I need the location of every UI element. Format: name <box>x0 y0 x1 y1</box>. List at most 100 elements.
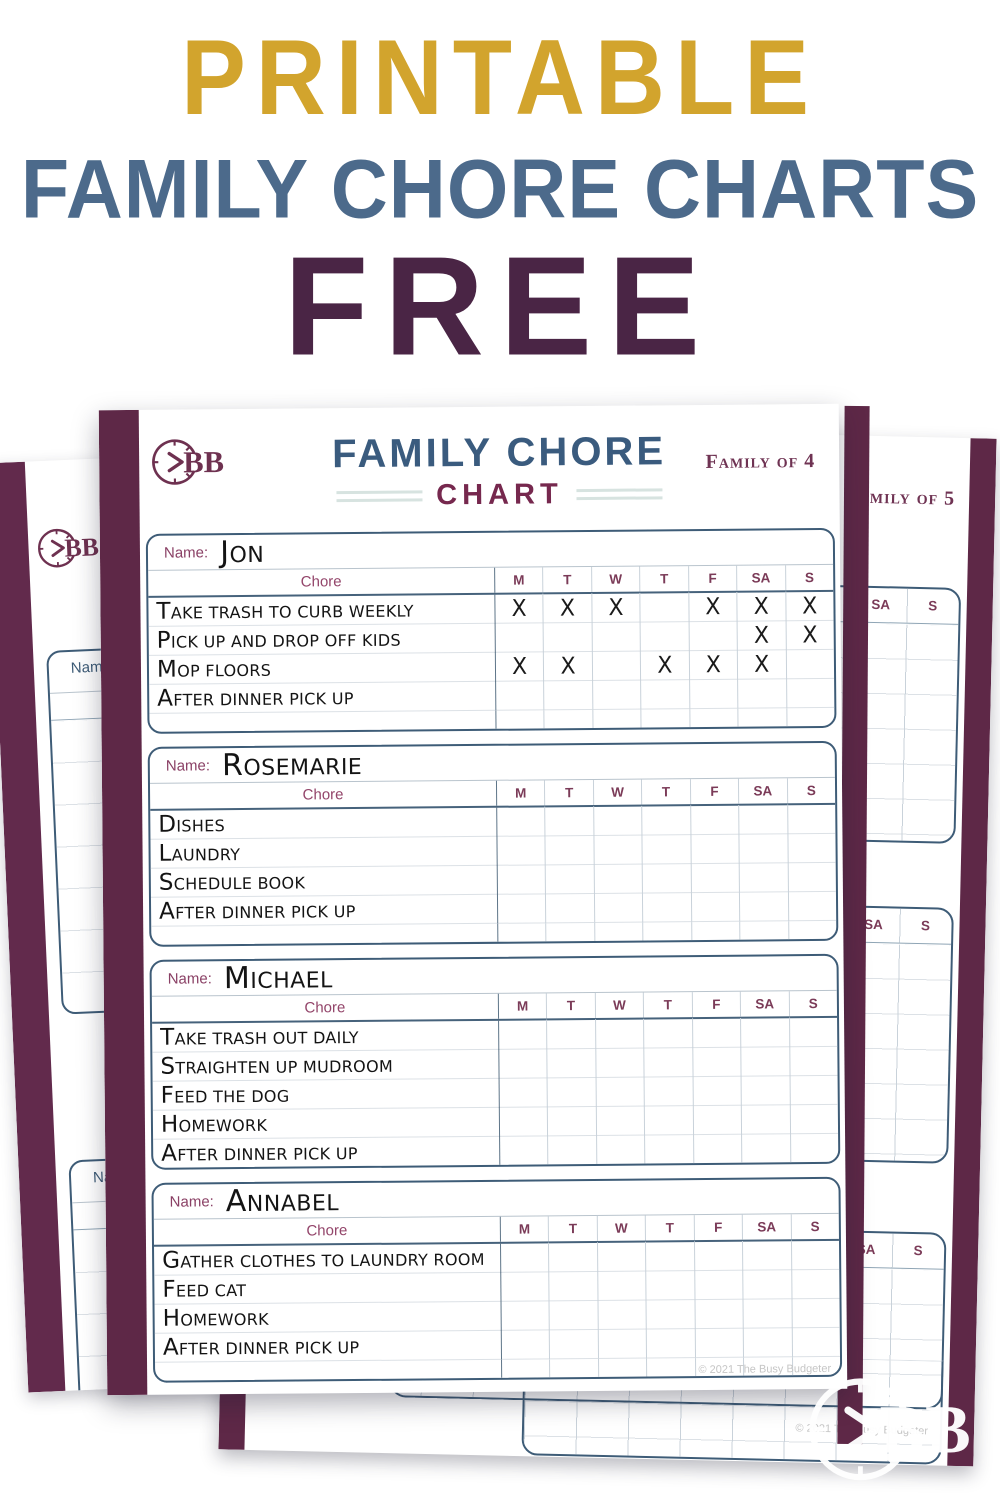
day-cell <box>547 1135 597 1166</box>
section-name-row: Name: Rosemarie <box>149 742 835 784</box>
day-cell <box>593 892 643 923</box>
day-cell <box>500 1271 549 1302</box>
day-cell <box>595 1047 644 1078</box>
decorative-lines <box>336 490 423 503</box>
day-cell <box>595 1134 645 1165</box>
day-cell <box>646 1358 695 1377</box>
chore-name: Feed cat <box>162 1276 247 1303</box>
day-cell <box>689 708 738 728</box>
day-cell <box>740 1104 790 1135</box>
day-cell <box>546 1019 596 1050</box>
svg-text:BB: BB <box>64 532 100 562</box>
day-cell: X <box>736 649 786 680</box>
day-cell <box>740 1017 789 1048</box>
chore-name: Take trash to curb weekly <box>156 598 414 625</box>
day-cell <box>497 1019 547 1050</box>
day-column-header: M <box>494 567 543 593</box>
day-cell <box>544 835 594 866</box>
headline-printable: PRINTABLE <box>181 17 819 138</box>
day-cell <box>690 833 739 864</box>
day-cell <box>789 1104 839 1134</box>
day-cell <box>691 1046 741 1077</box>
day-cell <box>591 650 641 681</box>
binding-strip <box>98 409 148 1396</box>
day-column-header: SA <box>738 778 787 804</box>
day-column-header: M <box>495 780 545 806</box>
brand-logo-icon: BB <box>149 431 228 493</box>
day-cell <box>549 1358 598 1378</box>
name-label: Name: <box>165 756 211 775</box>
day-cell <box>500 1300 550 1331</box>
day-column-header: F <box>693 1214 743 1241</box>
day-column-header: T <box>644 1215 694 1241</box>
day-cell: X <box>494 651 544 682</box>
day-cell <box>596 1241 646 1272</box>
day-cell: X <box>785 620 834 650</box>
day-cell <box>496 835 546 866</box>
day-cell <box>548 1271 598 1302</box>
day-cell <box>694 1298 743 1329</box>
day-cell <box>641 834 691 865</box>
day-cell <box>787 920 837 940</box>
day-cell <box>548 1300 598 1331</box>
day-cell <box>643 1047 693 1078</box>
day-cell <box>742 1240 791 1271</box>
day-cell <box>495 680 544 711</box>
day-cell <box>785 678 835 708</box>
chore-section: Name: Annabel Chore M T W T F SA S Gather clothes … <box>151 1176 843 1383</box>
day-cell <box>690 891 740 922</box>
background-page-left: BB Name: Name: <box>0 453 253 1393</box>
day-cell <box>791 1327 840 1357</box>
chore-row: After dinner pick up <box>153 1133 839 1168</box>
day-cell <box>692 1104 742 1135</box>
svg-text:BB: BB <box>183 445 224 479</box>
day-cell <box>594 1018 644 1049</box>
day-column-header: T <box>544 779 593 806</box>
binding-strip <box>0 461 66 1393</box>
day-cell <box>597 1299 646 1330</box>
chore-name: Laundry <box>158 840 241 867</box>
day-column-header: S <box>784 564 834 591</box>
empty-chore-cell <box>155 1369 501 1372</box>
svg-text:BB: BB <box>880 1392 971 1468</box>
decorative-lines <box>576 488 663 501</box>
day-column-header: W <box>596 1215 646 1241</box>
member-name: Annabel <box>225 1183 340 1219</box>
day-cell <box>742 1327 792 1358</box>
day-cell <box>594 922 643 941</box>
day-cell <box>597 1328 647 1359</box>
day-cell <box>689 804 739 835</box>
chore-name: Dishes <box>158 811 226 838</box>
chore-name: Pick up and drop off kids <box>156 627 401 654</box>
day-cell <box>597 1270 646 1301</box>
day-cell: X <box>640 650 689 681</box>
day-cell <box>738 862 788 893</box>
day-cell <box>788 1046 838 1076</box>
day-column-header: F <box>691 991 741 1018</box>
day-cell <box>742 1298 792 1329</box>
headline-family-chore-charts: FAMILY CHORE CHARTS <box>20 141 980 236</box>
day-column-header: SA <box>739 991 789 1017</box>
empty-chore-cell <box>151 933 497 936</box>
chore-name: After dinner pick up <box>157 685 354 712</box>
chore-section: Name: Jon Chore M T W T F SA S Take trash to curb … <box>145 527 837 734</box>
day-cell <box>549 1329 598 1360</box>
day-cell <box>498 1135 548 1166</box>
section-name-row: Name: Annabel <box>153 1178 839 1220</box>
day-cell <box>496 864 546 895</box>
day-cell <box>545 864 594 895</box>
day-cell <box>790 1269 840 1299</box>
chore-section: Name: Rosemarie Chore M T W T F SA S Dishes Laundry… <box>147 740 839 947</box>
chore-column-header: Chore <box>302 786 344 804</box>
day-column-header: T <box>641 779 690 805</box>
chore-name: Homework <box>162 1305 269 1332</box>
day-cell <box>592 805 642 836</box>
day-column-header: SA <box>741 1214 791 1240</box>
day-column-header: T <box>643 992 692 1018</box>
day-cell <box>543 680 593 711</box>
day-cell <box>496 893 546 924</box>
day-cell <box>738 833 788 864</box>
day-cell <box>498 1106 548 1137</box>
day-cell <box>643 1076 693 1107</box>
